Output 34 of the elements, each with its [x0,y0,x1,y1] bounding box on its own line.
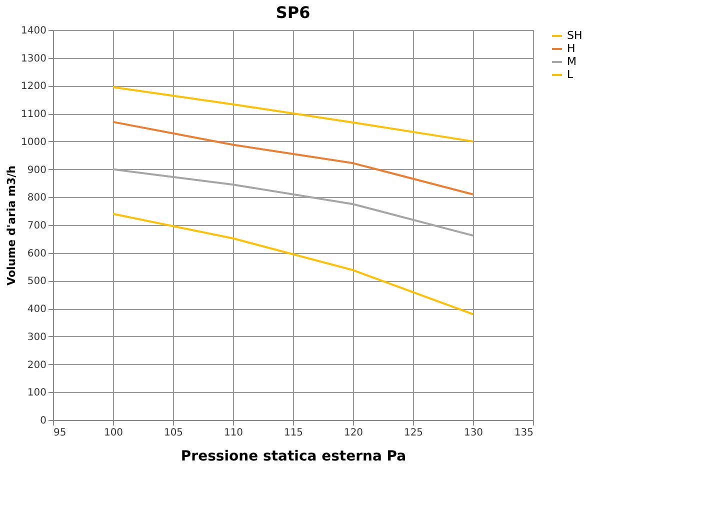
y-tick-label: 1400 [21,26,46,36]
y-tick-label: 900 [27,164,46,176]
x-axis-title: Pressione statica esterna Pa [180,448,406,464]
legend-label: H [567,42,576,55]
legend-label: M [567,55,576,68]
x-tick-label: 120 [344,428,364,438]
legend-label: SH [567,29,582,42]
x-tick-label: 115 [284,428,304,438]
x-tick-label: 105 [164,428,184,438]
line-series [112,86,474,142]
y-tick-label: 400 [27,304,46,316]
x-tick-label: 130 [464,428,484,438]
y-tick-label: 100 [27,388,46,399]
y-axis-title: Volume d'aria m3/h [5,166,18,286]
chart-title: SP6 [276,3,310,22]
line-series [112,120,474,196]
legend-label: L [567,68,574,81]
y-tick-label: 200 [27,360,46,371]
y-tick-label: 0 [40,416,46,426]
y-tick-label: 1300 [21,53,46,64]
x-tick-label: 95 [54,428,66,438]
y-tick-label: 1200 [21,81,46,92]
line-series [112,212,474,316]
x-tick-label: 135 [514,428,534,438]
y-tick-label: 300 [27,332,46,343]
y-tick-label: 1100 [21,109,46,120]
x-tick-label: 100 [104,428,124,438]
y-tick-label: 700 [27,220,46,232]
x-tick-label: 125 [404,428,424,438]
x-tick-label: 110 [224,428,244,438]
y-tick-label: 800 [27,192,46,204]
y-tick-label: 600 [27,248,46,260]
y-tick-label: 500 [27,276,46,288]
y-tick-label: 1000 [21,136,46,148]
